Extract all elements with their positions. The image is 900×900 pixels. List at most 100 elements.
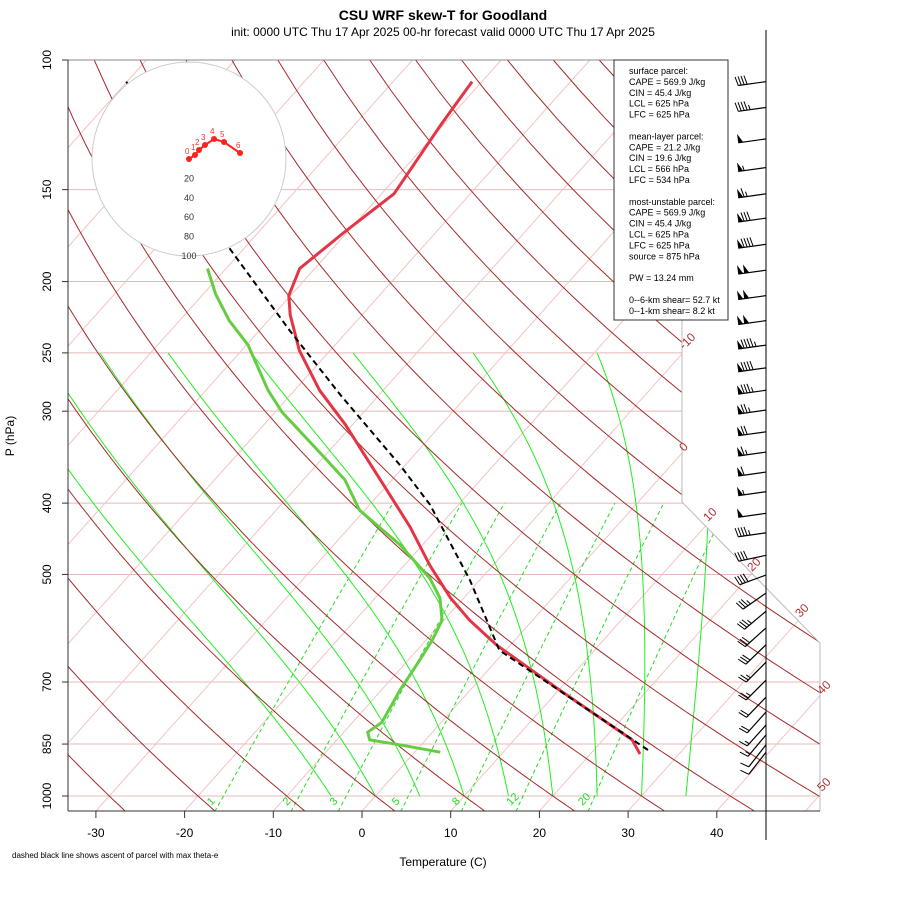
wind-barb-staff: [738, 389, 767, 395]
wind-barb-full: [743, 403, 748, 413]
y-tick-label: 850: [40, 734, 54, 754]
dry-adiabat-line: [369, 60, 820, 811]
wind-barb-full: [743, 338, 748, 348]
dry-adiabat-line: [277, 60, 820, 811]
wind-barb: [734, 75, 767, 87]
wind-barb: [734, 573, 767, 586]
mixing-ratio-line: [587, 502, 729, 811]
mixing-ratio-lines: [214, 502, 729, 811]
wind-barb-staff: [742, 592, 767, 610]
wind-barb: [737, 264, 767, 275]
wind-barb-full: [737, 658, 747, 665]
info-box-line: 0--1-km shear= 8.2 kt: [629, 306, 715, 316]
wind-barb-full: [737, 640, 746, 648]
info-box-line: CAPE = 569.9 J/kg: [629, 208, 705, 218]
wind-barb-half: [742, 165, 745, 171]
moist-adiabat-line: [352, 352, 554, 797]
wind-barb-flag: [737, 290, 744, 300]
dry-adiabat-line: [323, 60, 820, 811]
wind-barb-full: [738, 694, 747, 701]
wind-barb-full: [743, 550, 748, 560]
isotherm-line: [68, 60, 679, 811]
wind-barb-full: [743, 211, 748, 221]
info-box-line: PW = 13.24 mm: [629, 273, 694, 283]
wind-barb-full: [742, 573, 749, 582]
mixing-ratio-labels: 1 2 3 5 8 12 20: [205, 791, 593, 808]
wind-barb-staff: [738, 554, 767, 562]
wind-barb-half: [747, 104, 751, 110]
wind-barb-staff: [748, 744, 767, 768]
wind-barb-flag: [737, 315, 744, 325]
hodograph-point: [237, 149, 244, 156]
dry-adiabat-line: [829, 60, 900, 812]
wind-barb-full: [737, 575, 743, 584]
hodograph-ring-label: 40: [184, 193, 194, 203]
wind-barb-full: [740, 599, 749, 607]
wind-barb-full: [740, 384, 745, 394]
wind-barb: [735, 592, 767, 610]
y-tick-label: 700: [40, 672, 54, 692]
wind-barb: [737, 133, 767, 144]
mixing-ratio-label: 20: [576, 791, 593, 808]
mixing-ratio-label: 3: [328, 795, 341, 808]
isotherm-label: 50: [814, 775, 834, 795]
isotherm-label: 10: [700, 505, 720, 525]
wind-barb-staff: [744, 610, 767, 630]
dry-adiabat-line: [68, 60, 127, 811]
y-tick-label: 300: [40, 401, 54, 421]
wind-barb-full: [749, 237, 754, 247]
hodograph-km-label: 3: [201, 133, 206, 142]
x-tick-label: -10: [265, 826, 283, 840]
info-box-line: CIN = 45.4 J/kg: [629, 219, 691, 229]
mixing-ratio-label: 12: [504, 791, 521, 808]
hodograph-ring-label: 20: [184, 173, 194, 183]
dry-adiabat-line: [68, 60, 756, 811]
wind-barb-flag: [742, 264, 750, 274]
x-tick-label: 0: [359, 826, 366, 840]
wind-barb-half: [744, 740, 750, 745]
wind-barb-full: [739, 751, 749, 757]
hodograph-point: [195, 146, 202, 153]
wind-barb-full: [746, 338, 751, 348]
wind-barb-staff: [738, 193, 767, 199]
hodograph-km-label: 2: [195, 138, 200, 147]
mixing-ratio-line: [337, 502, 505, 811]
wind-barb-full: [740, 709, 749, 716]
chart-subtitle: init: 0000 UTC Thu 17 Apr 2025 00-hr for…: [231, 25, 655, 39]
wind-barb-flag: [737, 486, 744, 496]
wind-barbs: [734, 75, 767, 775]
hodograph-ring-label: 60: [184, 212, 194, 222]
wind-barb-half: [745, 692, 751, 697]
wind-barb-full: [737, 527, 742, 537]
wind-barb-flag: [737, 447, 744, 457]
wind-barb-full: [740, 725, 750, 732]
wind-barb-staff: [738, 344, 767, 350]
wind-barb: [736, 610, 767, 630]
wind-barb-full: [740, 238, 745, 248]
wind-barb-full: [738, 676, 747, 683]
hodograph-ring-label: 100: [181, 251, 196, 261]
wind-barb-staff: [745, 644, 767, 665]
mixing-ratio-line: [460, 502, 616, 811]
wind-barb-half: [747, 619, 752, 624]
wind-barb-staff: [738, 106, 767, 112]
moist-adiabat-line: [250, 352, 509, 797]
wind-barb: [737, 627, 767, 648]
wind-barb-full: [746, 237, 751, 247]
wind-barb-flag: [737, 426, 744, 436]
wind-barb-full: [749, 360, 754, 370]
wind-barb-half: [745, 191, 748, 197]
wind-barb-full: [737, 76, 742, 86]
wind-barb: [737, 188, 767, 199]
wind-barb-staff: [738, 295, 767, 301]
wind-barb-full: [737, 551, 743, 561]
isotherm-label: 0: [676, 439, 691, 454]
wind-barb: [737, 508, 767, 518]
wind-barb-staff: [738, 81, 767, 87]
wind-barb: [738, 679, 767, 701]
wind-barb-full: [734, 552, 740, 562]
wind-barb-full: [737, 102, 742, 112]
wind-barb-full: [740, 212, 745, 222]
wind-barb-staff: [738, 409, 767, 415]
info-box-line: CAPE = 569.9 J/kg: [629, 77, 705, 87]
